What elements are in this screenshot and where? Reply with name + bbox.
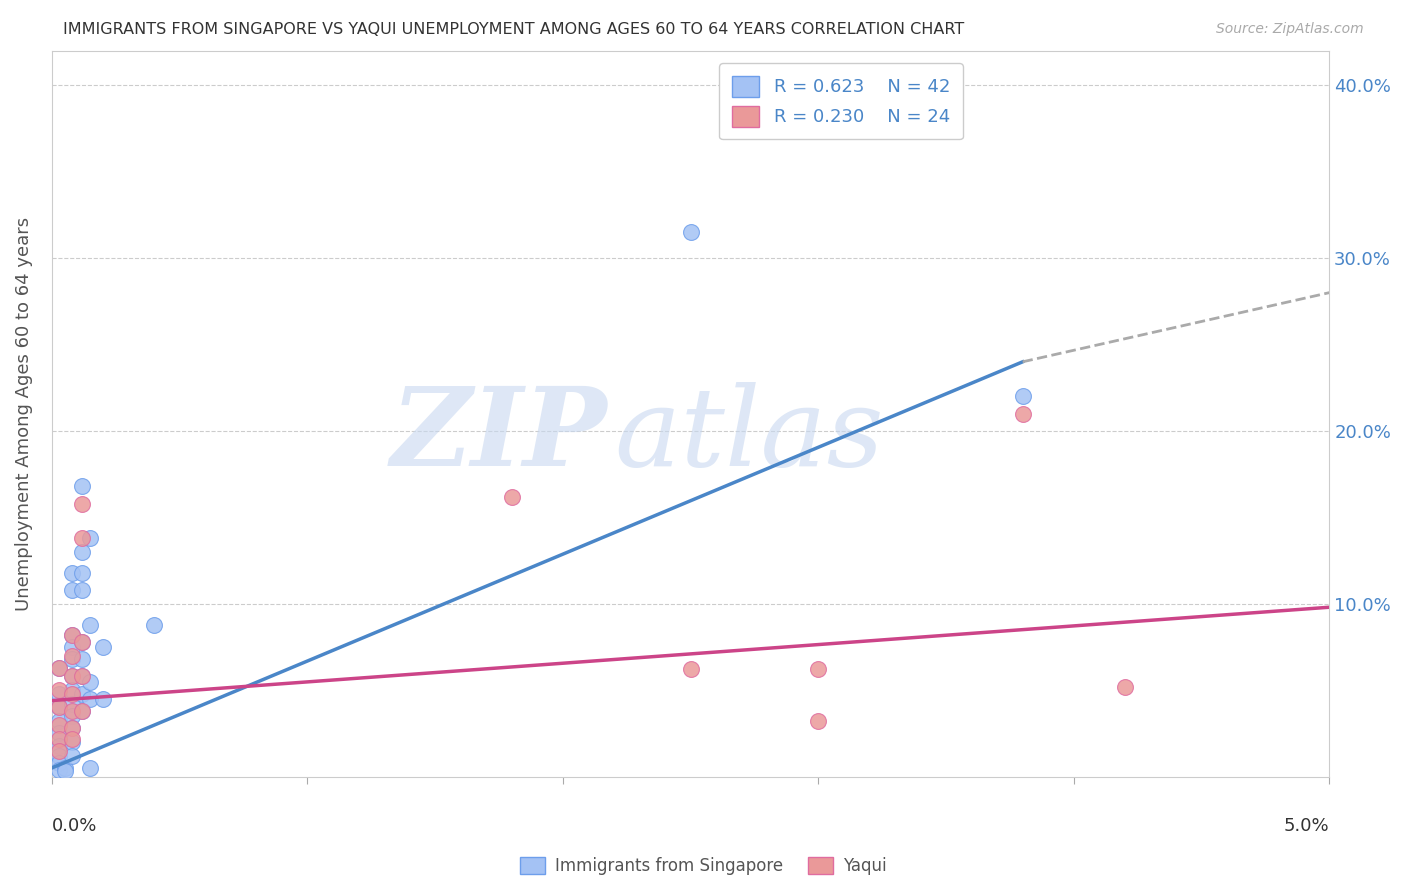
Point <box>48 700 70 714</box>
Point <box>48 744 70 758</box>
Point <box>60 697 83 711</box>
Point <box>48 661 70 675</box>
Point <box>60 566 83 580</box>
Point <box>91 691 114 706</box>
Point <box>72 652 94 666</box>
Text: 0.0%: 0.0% <box>52 816 97 835</box>
Point <box>60 669 83 683</box>
Point <box>679 225 702 239</box>
Point <box>60 721 83 735</box>
Point <box>53 764 76 779</box>
Point <box>53 761 76 775</box>
Point <box>48 700 70 714</box>
Point <box>807 714 830 729</box>
Point <box>48 687 70 701</box>
Text: ZIP: ZIP <box>391 382 607 489</box>
Point <box>72 566 94 580</box>
Point <box>48 683 70 698</box>
Point <box>60 683 83 698</box>
Point <box>60 640 83 654</box>
Point <box>60 721 83 735</box>
Point <box>679 663 702 677</box>
Point <box>48 739 70 753</box>
Point <box>72 479 94 493</box>
Point <box>60 652 83 666</box>
Point <box>72 669 94 683</box>
Point <box>48 714 70 729</box>
Point <box>60 735 83 749</box>
Point <box>79 617 101 632</box>
Point <box>72 704 94 718</box>
Point <box>79 531 101 545</box>
Point <box>60 709 83 723</box>
Text: IMMIGRANTS FROM SINGAPORE VS YAQUI UNEMPLOYMENT AMONG AGES 60 TO 64 YEARS CORREL: IMMIGRANTS FROM SINGAPORE VS YAQUI UNEMP… <box>63 22 965 37</box>
Point <box>60 582 83 597</box>
Y-axis label: Unemployment Among Ages 60 to 64 years: Unemployment Among Ages 60 to 64 years <box>15 217 32 611</box>
Point <box>72 496 94 510</box>
Text: Source: ZipAtlas.com: Source: ZipAtlas.com <box>1216 22 1364 37</box>
Point <box>60 687 83 701</box>
Point <box>72 704 94 718</box>
Point <box>79 691 101 706</box>
Point <box>60 669 83 683</box>
Point <box>72 531 94 545</box>
Point <box>72 635 94 649</box>
Point <box>48 718 70 732</box>
Point <box>72 545 94 559</box>
Point <box>60 628 83 642</box>
Legend: R = 0.623    N = 42, R = 0.230    N = 24: R = 0.623 N = 42, R = 0.230 N = 24 <box>720 63 963 139</box>
Point <box>60 648 83 663</box>
Point <box>807 663 830 677</box>
Point <box>72 687 94 701</box>
Point <box>1114 680 1136 694</box>
Point <box>48 726 70 740</box>
Point <box>48 748 70 763</box>
Point <box>79 761 101 775</box>
Point <box>72 582 94 597</box>
Text: atlas: atlas <box>614 382 883 489</box>
Point <box>60 748 83 763</box>
Point <box>60 628 83 642</box>
Point <box>79 674 101 689</box>
Point <box>91 640 114 654</box>
Point <box>48 763 70 777</box>
Legend: Immigrants from Singapore, Yaqui: Immigrants from Singapore, Yaqui <box>512 849 894 884</box>
Point <box>72 635 94 649</box>
Point <box>1011 407 1033 421</box>
Text: 5.0%: 5.0% <box>1284 816 1329 835</box>
Point <box>48 661 70 675</box>
Point <box>60 704 83 718</box>
Point <box>72 669 94 683</box>
Point <box>142 617 165 632</box>
Point <box>48 756 70 770</box>
Point <box>60 731 83 746</box>
Point <box>501 490 523 504</box>
Point <box>1011 389 1033 403</box>
Point <box>48 731 70 746</box>
